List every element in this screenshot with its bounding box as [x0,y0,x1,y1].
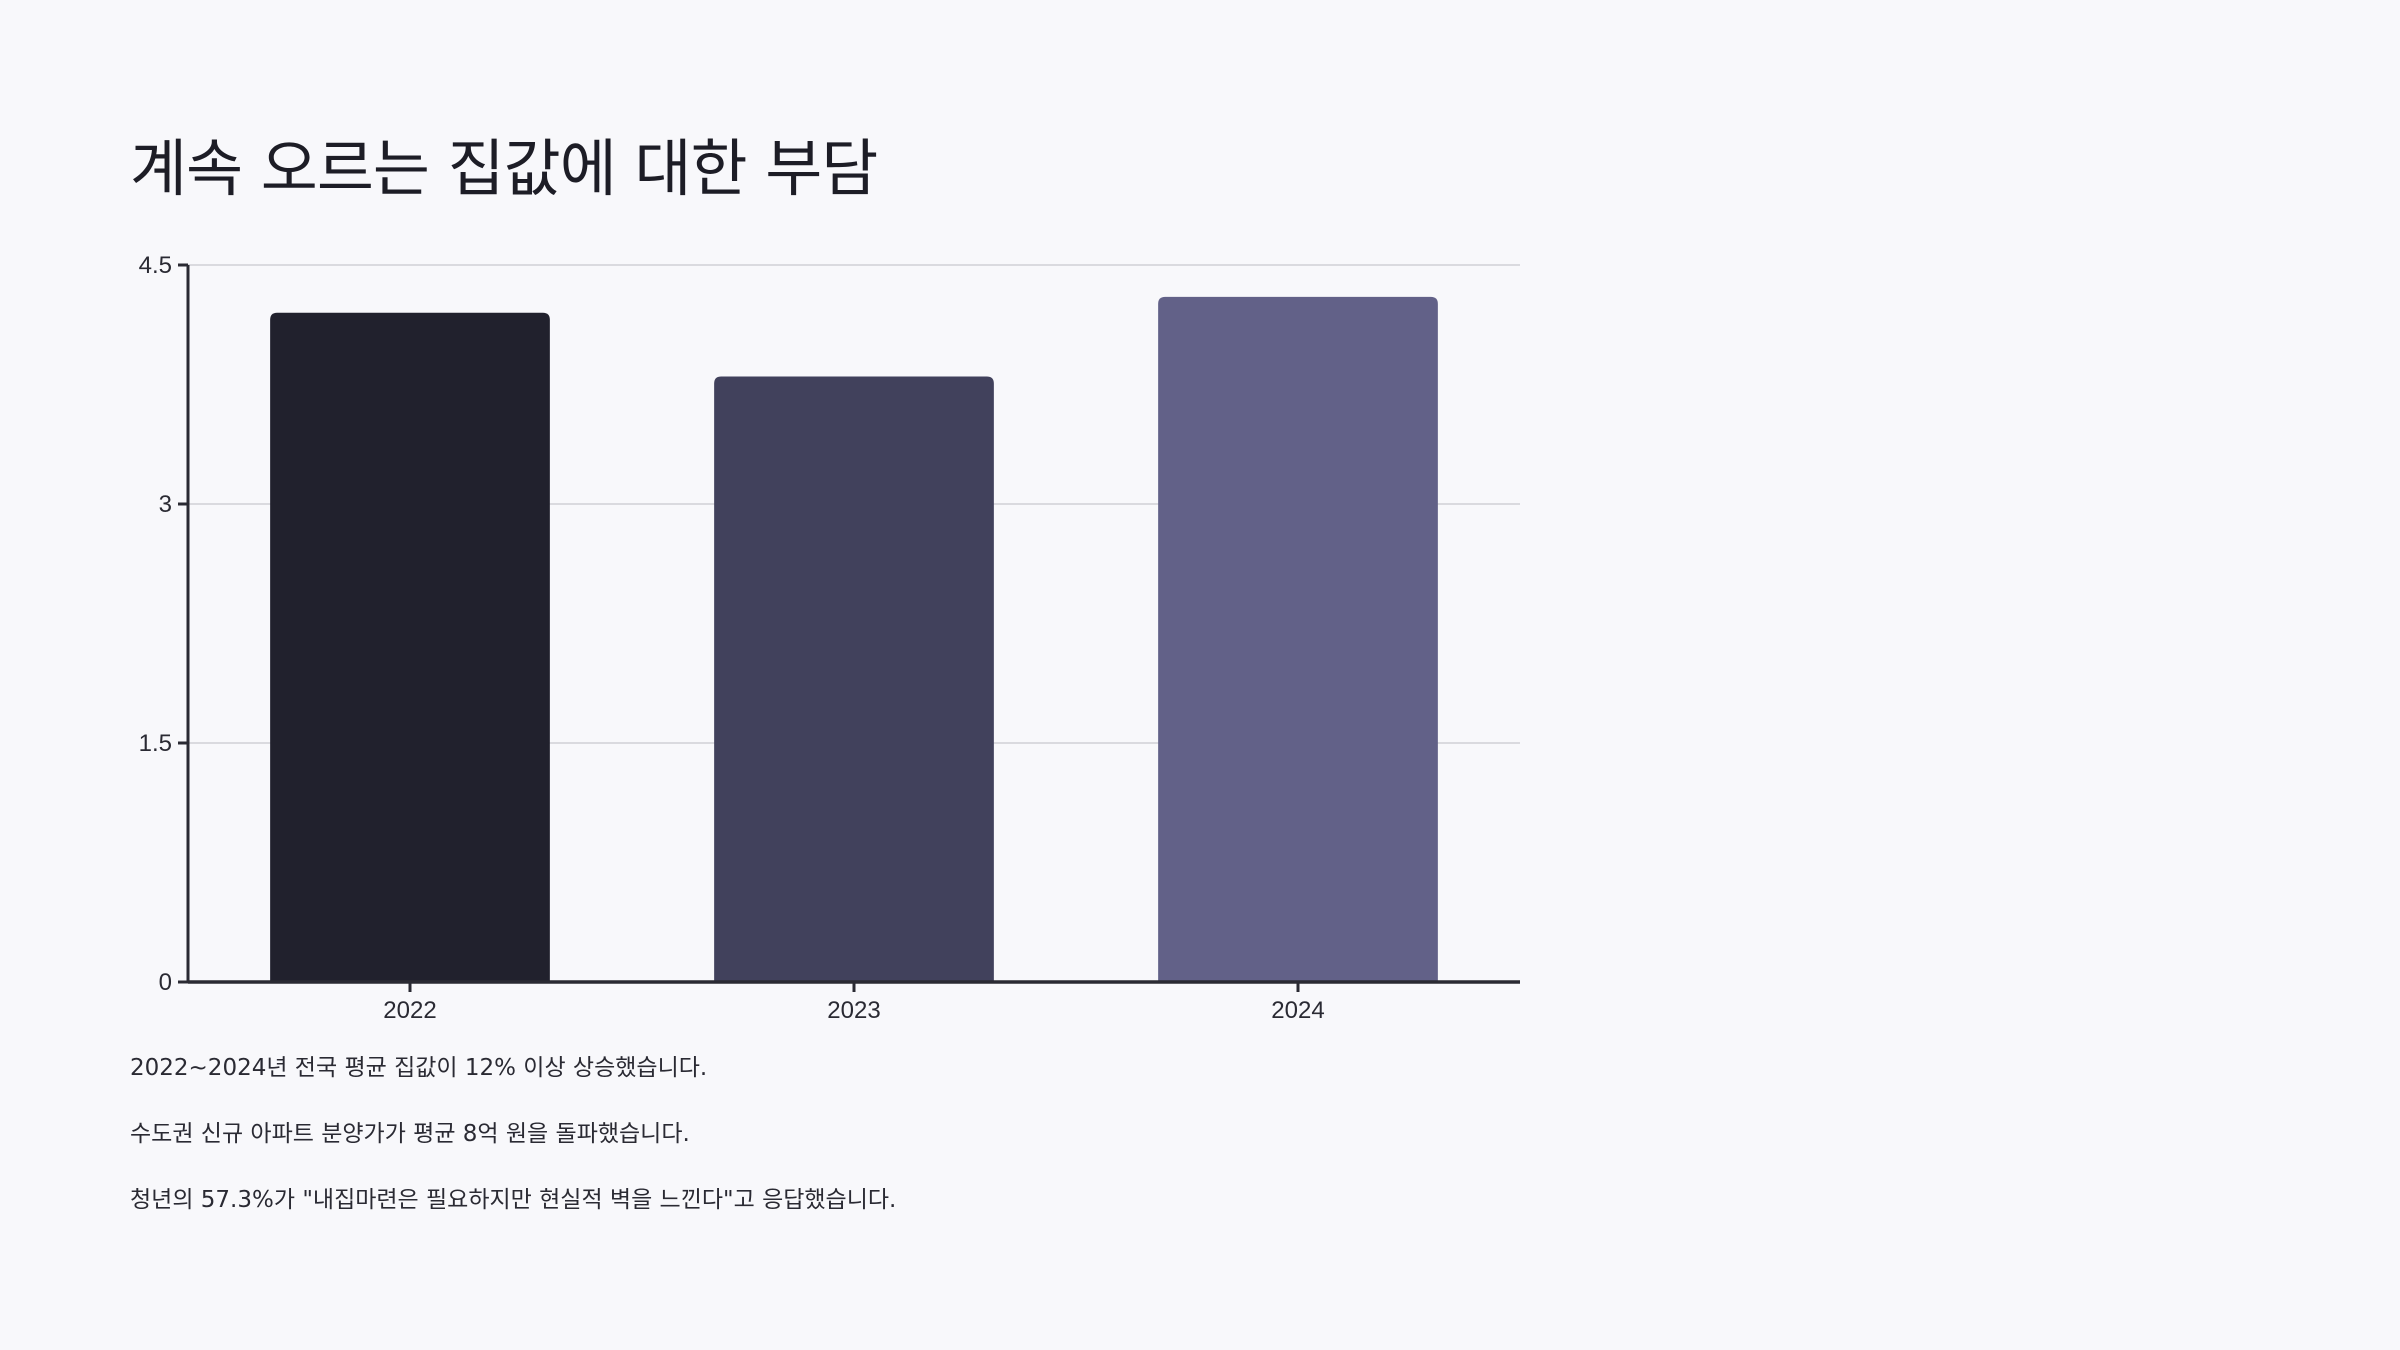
bar-2024 [1158,296,1438,982]
y-tick-label: 3 [159,491,172,518]
y-tick-label: 4.5 [139,252,172,279]
bar-2023 [714,376,994,982]
note-item: 2022~2024년 전국 평균 집값이 12% 이상 상승했습니다. [130,1055,708,1081]
x-tick-label: 2022 [383,997,436,1024]
y-tick-label: 1.5 [139,730,172,757]
note-item: 수도권 신규 아파트 분양가가 평균 8억 원을 돌파했습니다. [130,1121,690,1147]
y-tick-label: 0 [159,969,172,996]
axes [178,263,1520,992]
slide-title: 계속 오르는 집값에 대한 부담 [130,132,878,205]
note-item: 청년의 57.3%가 "내집마련은 필요하지만 현실적 벽을 느낀다"고 응답했… [130,1187,897,1213]
bar-2022 [270,312,550,982]
bars [270,296,1438,982]
bar-chart: 0 1.5 3 4.5 2022 2023 2024 [139,252,1520,1024]
x-tick-label: 2024 [1271,997,1324,1024]
notes-list: 2022~2024년 전국 평균 집값이 12% 이상 상승했습니다. 수도권 … [130,1052,896,1250]
tick-labels: 0 1.5 3 4.5 2022 2023 2024 [139,252,1325,1024]
x-tick-label: 2023 [827,997,880,1024]
